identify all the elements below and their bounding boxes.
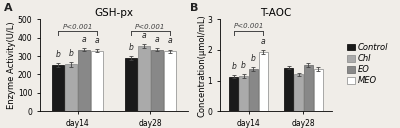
Bar [164,51,176,111]
Bar [78,50,90,111]
Text: b: b [241,61,246,70]
Y-axis label: Enzyme Activity(U/L): Enzyme Activity(U/L) [7,22,16,109]
Text: b: b [251,54,256,63]
Bar [239,76,248,111]
Bar [52,65,64,111]
Text: b: b [69,49,74,58]
Text: b: b [56,50,60,59]
Text: P<0.001: P<0.001 [62,24,93,30]
Text: b: b [128,43,133,52]
Bar [65,64,77,111]
Bar [259,52,268,111]
Bar [294,74,303,111]
Text: A: A [4,3,13,13]
Text: a: a [142,31,146,40]
Text: a: a [154,35,159,44]
Y-axis label: Concentration(μmol/mL): Concentration(μmol/mL) [197,14,206,117]
Text: a: a [95,36,100,45]
Bar [284,68,293,111]
Bar [151,50,163,111]
Bar [314,69,323,111]
Text: P<0.001: P<0.001 [233,24,264,29]
Bar [249,69,258,111]
Text: P<0.001: P<0.001 [135,24,166,30]
Title: GSH-px: GSH-px [94,8,134,18]
Text: b: b [231,62,236,71]
Text: a: a [82,35,86,44]
Bar [138,46,150,111]
Bar [125,58,136,111]
Bar [92,51,103,111]
Legend: Control, ChI, EO, MEO: Control, ChI, EO, MEO [346,42,389,86]
Bar [304,65,313,111]
Bar [229,77,238,111]
Title: T-AOC: T-AOC [260,8,292,18]
Text: a: a [168,36,172,45]
Text: B: B [190,3,198,13]
Text: a: a [261,37,266,46]
